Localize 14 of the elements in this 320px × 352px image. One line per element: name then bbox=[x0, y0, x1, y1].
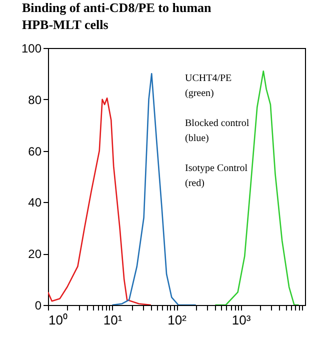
y-tick-label: 100 bbox=[21, 42, 42, 56]
y-tick-label: 80 bbox=[28, 92, 42, 107]
annotation: UCHT4/PE (green) bbox=[185, 73, 232, 99]
y-tick-label: 60 bbox=[28, 144, 42, 158]
x-tick-label: 10⁰ bbox=[48, 312, 68, 328]
x-tick-label: 10³ bbox=[232, 312, 252, 328]
y-tick-label: 40 bbox=[28, 196, 42, 210]
y-tick-label: 20 bbox=[28, 247, 42, 262]
annotation: Isotype Control (red) bbox=[185, 163, 248, 189]
y-tick-label: 0 bbox=[34, 298, 42, 312]
x-tick-label: 10² bbox=[168, 312, 188, 328]
annotation: Blocked control (blue) bbox=[185, 118, 250, 144]
chart-title: Binding of anti-CD8/PE to human HPB-MLT cells bbox=[22, 0, 212, 32]
x-tick-label: 10¹ bbox=[103, 312, 123, 328]
